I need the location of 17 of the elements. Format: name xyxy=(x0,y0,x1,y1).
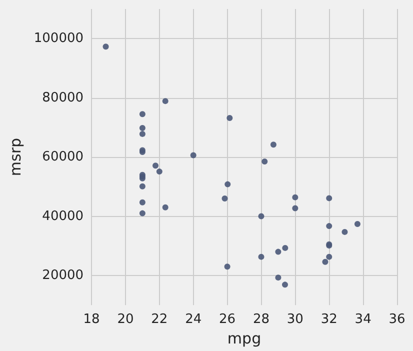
y-tick-label: 100000 xyxy=(34,31,84,46)
y-tick-label: 80000 xyxy=(42,90,84,106)
y-tick-label: 40000 xyxy=(42,208,84,224)
y-axis-title: msrp xyxy=(6,138,24,176)
x-tick-label: 34 xyxy=(354,312,372,328)
x-axis-title: mpg xyxy=(227,330,262,348)
x-tick-label: 32 xyxy=(320,312,338,328)
x-tick-label: 20 xyxy=(117,312,134,328)
x-tick-label: 30 xyxy=(286,312,304,328)
x-tick-label: 28 xyxy=(252,312,270,328)
y-tick-label: 60000 xyxy=(42,150,84,165)
x-tick-label: 24 xyxy=(185,312,202,328)
x-tick-label: 36 xyxy=(388,312,406,328)
y-tick-label: 20000 xyxy=(42,268,84,283)
x-tick-label: 18 xyxy=(83,312,100,328)
x-tick-label: 26 xyxy=(219,312,236,328)
x-tick-label: 22 xyxy=(151,312,168,328)
